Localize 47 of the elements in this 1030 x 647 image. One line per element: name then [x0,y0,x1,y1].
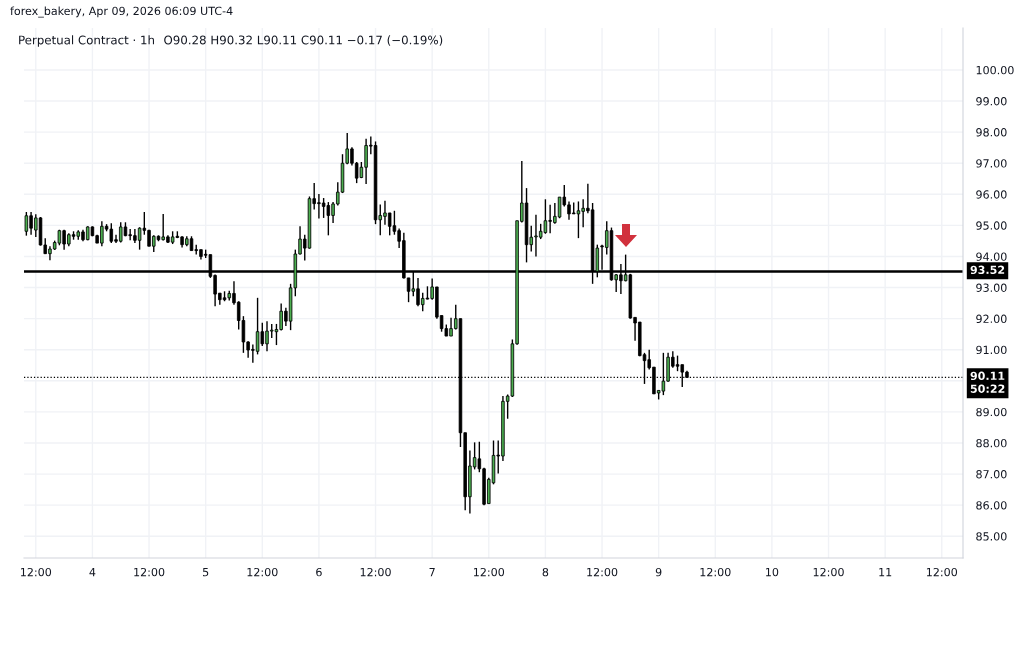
x-tick-label: 6 [316,567,322,577]
y-tick-label: 100.00 [976,65,1014,75]
y-tick-label: 92.00 [976,314,1007,324]
x-tick-label: 12:00 [134,567,165,577]
y-tick-label: 89.00 [976,407,1007,417]
y-tick-label: 99.00 [976,97,1007,106]
candlestick [24,211,29,237]
y-tick-label: 96.00 [976,190,1007,199]
x-tick-label: 12:00 [813,567,844,577]
candlestick [576,200,581,239]
y-tick-label: 95.00 [976,221,1007,230]
y-tick-label: 86.00 [976,501,1007,510]
x-tick-label: 12:00 [360,567,391,577]
x-tick-label: 10 [766,567,779,577]
ref-line-label: 90.11 50:22 [970,371,1005,393]
y-tick-label: 97.00 [976,159,1007,168]
y-tick-label: 94.00 [976,252,1007,261]
text: forex_bakery, Apr 09, 2026 06:09 UTC-4 [10,6,233,18]
x-tick-label: 12:00 [587,567,618,577]
candlestick [326,201,331,237]
candlestick [387,212,392,237]
candlestick [321,197,326,219]
x-tick-label: 11 [879,568,892,577]
x-tick-label: 8 [542,567,549,577]
x-tick-label: 12:00 [473,567,505,577]
ref-line-label: 93.52 [970,265,1005,275]
x-tick-label: 12:00 [700,567,731,577]
candlestick [137,226,142,251]
x-tick-label: 12:00 [21,567,52,577]
x-tick-label: 12:00 [926,567,958,577]
x-tick-label: 4 [89,568,96,577]
y-tick-label: 98.00 [976,128,1007,137]
y-tick-label: 87.00 [976,470,1007,479]
candlestick [109,222,114,244]
candlestick [543,198,548,235]
y-tick-label: 88.00 [976,438,1007,448]
candlestick [255,297,260,356]
y-tick-label: 91.00 [976,345,1007,355]
y-tick-label: 93.00 [976,283,1007,292]
candlestick [420,292,425,312]
y-tick-label: 85.00 [976,532,1007,541]
x-tick-label: 7 [429,568,435,577]
x-tick-label: 5 [202,568,209,577]
x-tick-label: 9 [655,567,662,577]
x-tick-label: 12:00 [247,567,278,577]
text: Perpetual Contract · 1h [19,35,154,47]
text: O90.28 H90.32 L90.11 C90.11 −0.17 (−0.19%) [164,35,443,46]
